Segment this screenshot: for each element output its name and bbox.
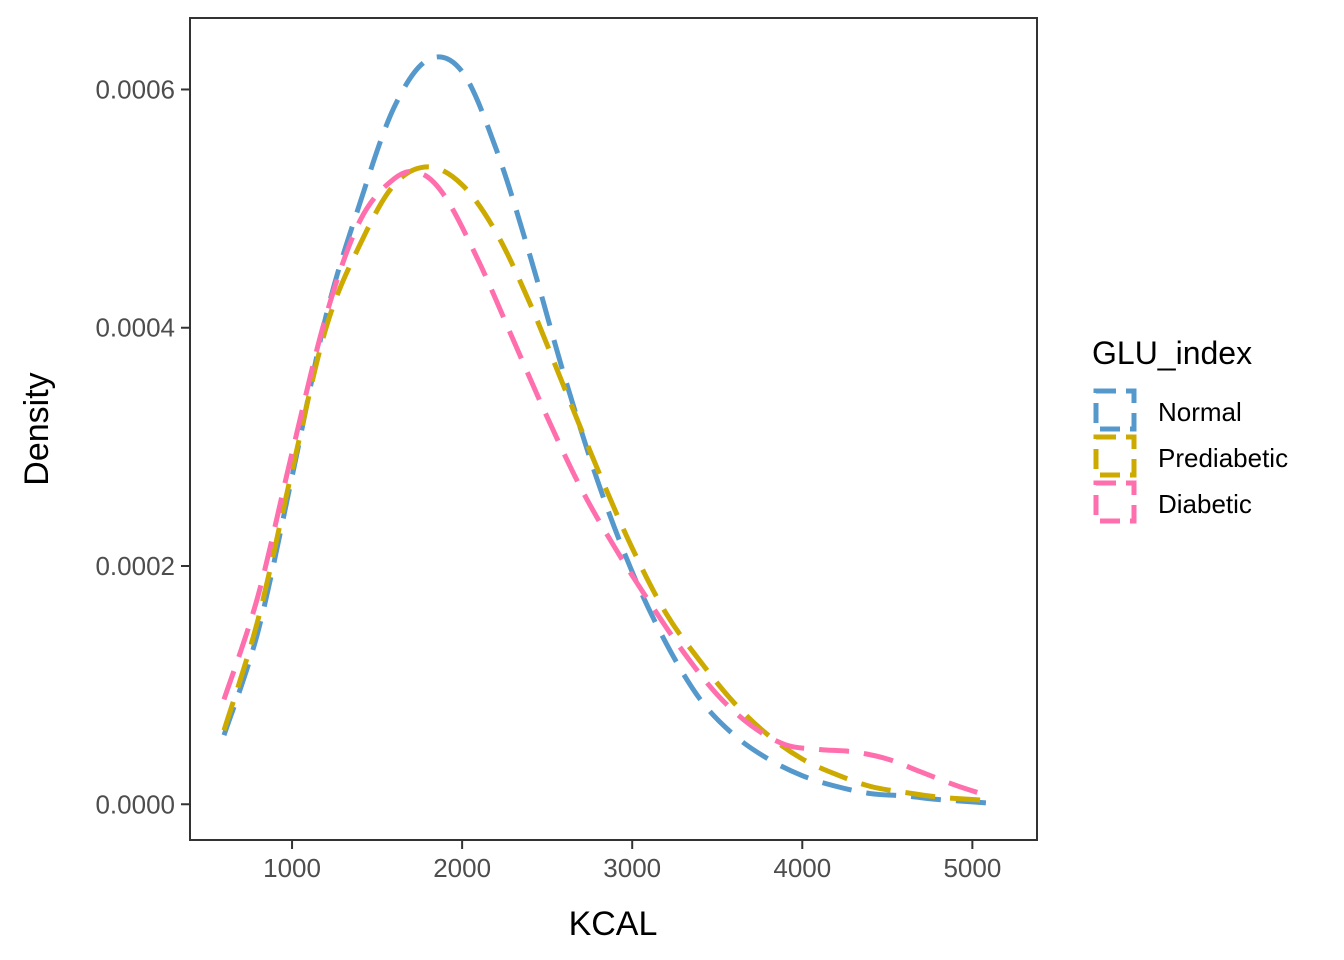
- legend-key-normal: [1093, 388, 1137, 432]
- x-tick-label: 4000: [773, 853, 831, 883]
- legend-label: Normal: [1158, 397, 1242, 427]
- x-axis-label: KCAL: [569, 905, 658, 943]
- series-line-diabetic: [221, 168, 982, 796]
- legend-key-diabetic: [1093, 480, 1137, 524]
- y-tick-label: 0.0000: [95, 789, 175, 819]
- series-line-prediabetic: [221, 164, 990, 804]
- x-tick-label: 1000: [263, 853, 321, 883]
- density-lines: [221, 54, 990, 806]
- x-tick-label: 2000: [433, 853, 491, 883]
- x-tick-label: 5000: [943, 853, 1001, 883]
- legend-label: Diabetic: [1158, 489, 1252, 519]
- y-tick-label: 0.0002: [95, 551, 175, 581]
- x-tick-label: 3000: [603, 853, 661, 883]
- y-tick-label: 0.0004: [95, 313, 175, 343]
- legend-key-prediabetic: [1093, 434, 1137, 478]
- legend: GLU_index Normal Prediabetic Diabetic: [1092, 335, 1288, 524]
- y-axis-label: Density: [18, 372, 56, 485]
- x-axis: 1000 2000 3000 4000 5000: [263, 840, 1001, 883]
- legend-title: GLU_index: [1092, 335, 1252, 371]
- y-tick-label: 0.0006: [95, 74, 175, 104]
- y-axis: 0.0000 0.0002 0.0004 0.0006: [95, 74, 190, 819]
- plot-panel: [189, 17, 1038, 841]
- legend-label: Prediabetic: [1158, 443, 1288, 473]
